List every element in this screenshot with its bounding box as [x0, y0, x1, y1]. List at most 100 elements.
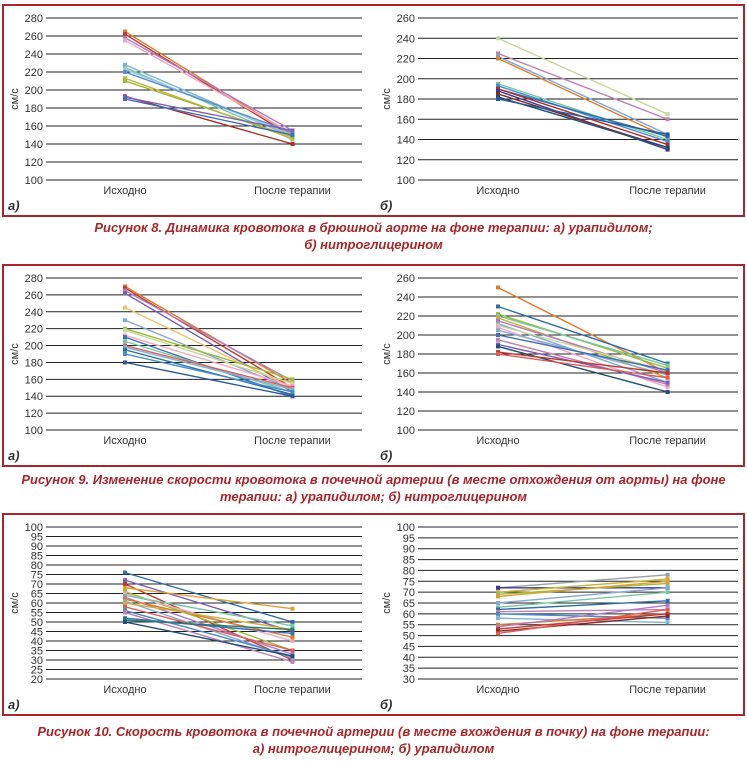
series-segment [497, 587, 668, 604]
series-line [123, 328, 295, 386]
series-segment [497, 98, 668, 136]
data-point [496, 318, 500, 323]
y-tick-label: 100 [397, 522, 415, 534]
y-tick-label: 45 [403, 641, 415, 653]
data-point [123, 339, 127, 344]
series-segment [497, 57, 668, 139]
data-point [665, 371, 670, 375]
y-tick-label: 35 [31, 646, 43, 658]
data-point [496, 592, 500, 597]
y-tick-label: 240 [25, 49, 43, 61]
y-tick-label: 260 [25, 31, 43, 43]
data-point [496, 94, 500, 99]
series-line [496, 577, 670, 595]
series-line [496, 86, 670, 139]
series-segment [124, 290, 293, 382]
series-line [123, 305, 295, 390]
series-segment [497, 351, 668, 374]
data-point [123, 318, 127, 323]
y-tick-label: 140 [397, 135, 415, 147]
figure-8-frame [2, 4, 745, 217]
x-category-label: Исходно [103, 684, 146, 696]
y-tick-label: 80 [31, 560, 43, 572]
data-point [123, 620, 127, 624]
figure-9-caption: Рисунок 9. Изменение скорости кровотока … [0, 471, 747, 505]
y-tick-label: 90 [31, 541, 43, 553]
data-point [290, 128, 295, 133]
data-point [496, 315, 500, 320]
series-segment [124, 602, 293, 631]
data-point [290, 133, 295, 137]
data-point [123, 305, 127, 310]
data-point [665, 598, 670, 603]
series-segment [124, 329, 293, 385]
series-segment [497, 315, 668, 367]
series-segment [497, 55, 668, 136]
x-category-label: После терапии [629, 435, 706, 447]
data-point [496, 629, 500, 634]
data-point [665, 363, 670, 368]
series-line [123, 620, 295, 659]
data-point [496, 616, 500, 621]
data-point [496, 594, 500, 599]
y-tick-label: 40 [31, 636, 43, 648]
series-segment [497, 608, 668, 613]
data-point [290, 381, 295, 386]
y-tick-label: 70 [31, 579, 43, 591]
series-line [496, 614, 670, 634]
data-point [123, 585, 127, 590]
series-segment [124, 592, 293, 642]
y-tick-label: 200 [397, 330, 415, 342]
series-segment [124, 619, 293, 631]
data-point [496, 337, 500, 342]
series-segment [497, 580, 668, 598]
data-point [496, 624, 500, 629]
data-point [496, 56, 500, 61]
series-line [496, 603, 670, 629]
data-point [123, 610, 127, 615]
series-line [496, 590, 670, 610]
figure-8-caption-line-2: б) нитроглицерином [304, 237, 443, 252]
y-tick-label: 180 [25, 103, 43, 115]
data-point [665, 139, 670, 144]
y-tick-label: 160 [397, 368, 415, 380]
data-point [123, 38, 127, 43]
y-tick-label: 35 [403, 663, 415, 675]
series-line [123, 604, 295, 653]
figure-9-frame [2, 264, 745, 467]
series-segment [497, 600, 668, 611]
figure-8-caption: Рисунок 8. Динамика кровотока в брюшной … [0, 219, 747, 253]
data-point [496, 333, 500, 337]
data-point [123, 604, 127, 609]
series-line [496, 607, 670, 636]
y-tick-label: 180 [397, 349, 415, 361]
series-line [496, 579, 670, 599]
series-segment [124, 95, 293, 145]
data-point [496, 605, 500, 610]
series-segment [497, 353, 668, 379]
series-segment [124, 346, 293, 391]
series-line [496, 585, 670, 605]
series-line [496, 81, 670, 142]
series-segment [497, 305, 668, 365]
series-segment [124, 583, 293, 661]
series-segment [124, 361, 293, 397]
data-point [665, 134, 670, 139]
data-point [496, 607, 500, 612]
series-segment [497, 343, 668, 384]
series-segment [497, 85, 668, 143]
data-point [496, 609, 500, 614]
data-point [496, 328, 500, 333]
data-point [665, 145, 670, 150]
data-point [123, 29, 127, 34]
series-line [123, 585, 295, 611]
data-point [123, 288, 127, 293]
y-tick-label: 75 [31, 570, 43, 582]
data-point [665, 581, 670, 586]
x-category-label: После терапии [629, 684, 706, 696]
data-point [665, 572, 670, 577]
data-point [290, 377, 295, 382]
figure-10-frame [2, 513, 745, 716]
series-segment [124, 37, 293, 132]
